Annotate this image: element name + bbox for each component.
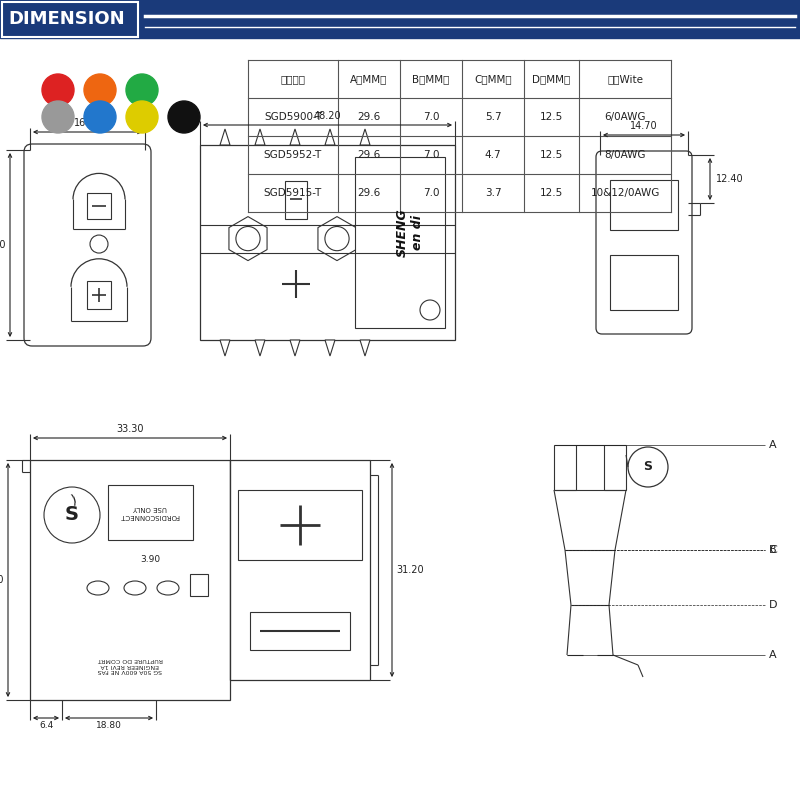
Text: 33.30: 33.30 bbox=[116, 424, 144, 434]
Text: 4.7: 4.7 bbox=[485, 150, 502, 160]
Circle shape bbox=[628, 447, 668, 487]
Circle shape bbox=[84, 101, 116, 133]
Text: B: B bbox=[769, 545, 777, 555]
Text: 线径Wite: 线径Wite bbox=[607, 74, 643, 84]
Text: A（MM）: A（MM） bbox=[350, 74, 388, 84]
Text: 10&12/0AWG: 10&12/0AWG bbox=[590, 188, 660, 198]
Text: 7.0: 7.0 bbox=[422, 150, 439, 160]
Text: 12.5: 12.5 bbox=[540, 112, 563, 122]
Text: 12.5: 12.5 bbox=[540, 188, 563, 198]
Text: D（MM）: D（MM） bbox=[532, 74, 570, 84]
Circle shape bbox=[325, 226, 349, 250]
Polygon shape bbox=[220, 340, 230, 356]
Bar bbox=[230, 460, 370, 680]
Bar bbox=[238, 490, 362, 560]
Bar bbox=[250, 612, 350, 650]
Circle shape bbox=[84, 74, 116, 106]
Bar bbox=[610, 255, 678, 310]
Text: 34.80: 34.80 bbox=[0, 240, 6, 250]
Polygon shape bbox=[255, 340, 265, 356]
Text: 18.80: 18.80 bbox=[96, 721, 122, 730]
Polygon shape bbox=[290, 340, 300, 356]
Polygon shape bbox=[325, 129, 335, 145]
Text: 7.0: 7.0 bbox=[422, 188, 439, 198]
Text: 5.7: 5.7 bbox=[485, 112, 502, 122]
Text: 12.40: 12.40 bbox=[716, 174, 744, 184]
Bar bbox=[200, 145, 455, 340]
Circle shape bbox=[42, 101, 74, 133]
FancyBboxPatch shape bbox=[596, 151, 692, 334]
FancyBboxPatch shape bbox=[24, 144, 151, 346]
Bar bbox=[355, 157, 445, 328]
Bar bbox=[0, 0, 800, 38]
Polygon shape bbox=[360, 129, 370, 145]
Text: 31.20: 31.20 bbox=[396, 565, 424, 575]
Bar bbox=[87, 281, 111, 309]
Bar bbox=[2, 2, 138, 37]
Text: SHENG
en di: SHENG en di bbox=[396, 208, 424, 257]
Text: 48.20: 48.20 bbox=[314, 111, 342, 121]
Bar bbox=[87, 194, 111, 219]
Text: SGD5900-T: SGD5900-T bbox=[264, 112, 322, 122]
Text: 29.6: 29.6 bbox=[358, 150, 381, 160]
Text: SG 50A 600V NE FAS
ENGINEER REVI 1A
RUPTURE DO COMRT: SG 50A 600V NE FAS ENGINEER REVI 1A RUPT… bbox=[98, 657, 162, 674]
Text: 12.5: 12.5 bbox=[540, 150, 563, 160]
Bar bbox=[190, 574, 208, 596]
Bar bbox=[610, 180, 678, 230]
Text: 7.0: 7.0 bbox=[422, 112, 439, 122]
Text: 29.6: 29.6 bbox=[358, 112, 381, 122]
Text: B（MM）: B（MM） bbox=[412, 74, 450, 84]
Text: 产品料号: 产品料号 bbox=[281, 74, 306, 84]
Polygon shape bbox=[229, 217, 267, 261]
Polygon shape bbox=[325, 340, 335, 356]
Polygon shape bbox=[318, 217, 356, 261]
Polygon shape bbox=[360, 340, 370, 356]
Polygon shape bbox=[220, 129, 230, 145]
Polygon shape bbox=[290, 129, 300, 145]
Text: S: S bbox=[65, 506, 79, 525]
Circle shape bbox=[44, 487, 100, 543]
Text: 36.00: 36.00 bbox=[0, 575, 4, 585]
Circle shape bbox=[126, 74, 158, 106]
Circle shape bbox=[42, 74, 74, 106]
Polygon shape bbox=[255, 129, 265, 145]
Text: ): ) bbox=[70, 493, 78, 507]
Circle shape bbox=[90, 235, 108, 253]
Text: C（MM）: C（MM） bbox=[474, 74, 512, 84]
Text: FORDISCONNECT
USE ONLY: FORDISCONNECT USE ONLY bbox=[120, 506, 180, 518]
Ellipse shape bbox=[124, 581, 146, 595]
Bar bbox=[108, 485, 193, 540]
Text: 29.6: 29.6 bbox=[358, 188, 381, 198]
Text: D: D bbox=[769, 600, 778, 610]
Text: 3.90: 3.90 bbox=[140, 555, 160, 565]
Text: DIMENSION: DIMENSION bbox=[8, 10, 125, 28]
Text: 16.00: 16.00 bbox=[74, 118, 102, 128]
Text: 14.70: 14.70 bbox=[630, 121, 658, 131]
Ellipse shape bbox=[87, 581, 109, 595]
Circle shape bbox=[168, 101, 200, 133]
Text: C: C bbox=[769, 545, 777, 555]
Bar bbox=[285, 181, 307, 218]
Text: 6/0AWG: 6/0AWG bbox=[604, 112, 646, 122]
Circle shape bbox=[126, 101, 158, 133]
Ellipse shape bbox=[157, 581, 179, 595]
Text: 8/0AWG: 8/0AWG bbox=[604, 150, 646, 160]
Circle shape bbox=[420, 300, 440, 320]
Text: S: S bbox=[643, 461, 653, 474]
Bar bbox=[30, 460, 230, 700]
Text: 6.4: 6.4 bbox=[39, 721, 53, 730]
Text: A: A bbox=[769, 650, 777, 660]
Text: SGD5915-T: SGD5915-T bbox=[264, 188, 322, 198]
Circle shape bbox=[236, 226, 260, 250]
Text: A: A bbox=[769, 440, 777, 450]
Text: SGD5952-T: SGD5952-T bbox=[264, 150, 322, 160]
Text: 3.7: 3.7 bbox=[485, 188, 502, 198]
